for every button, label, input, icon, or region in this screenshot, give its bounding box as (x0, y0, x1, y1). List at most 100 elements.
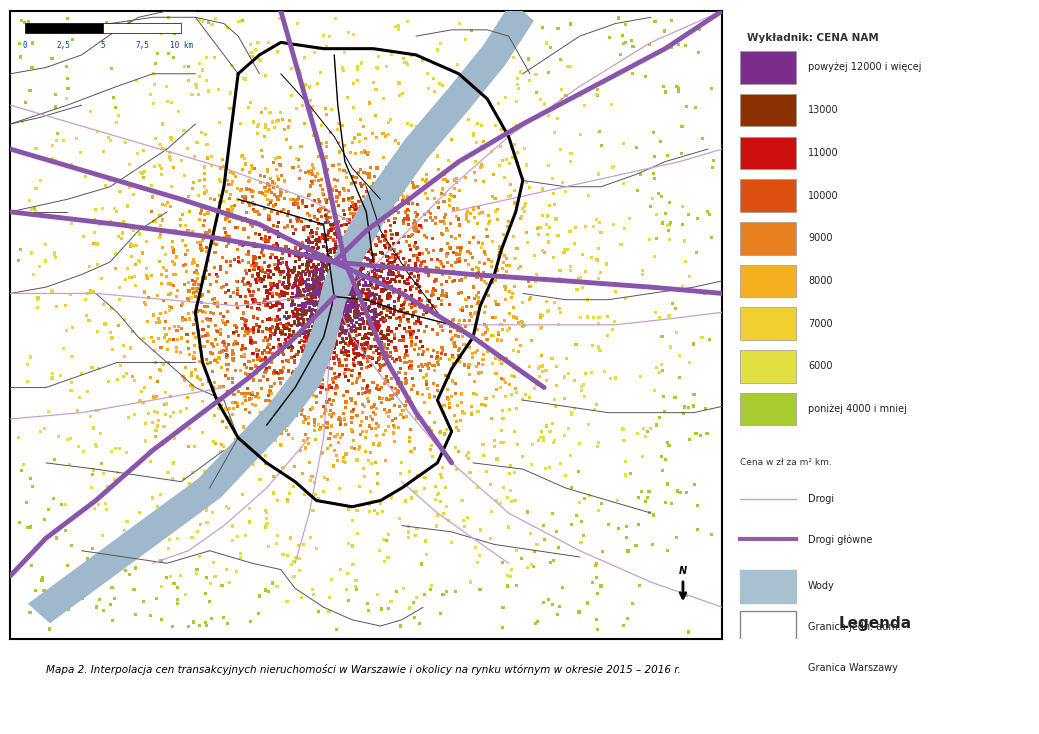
Point (353, 286, 370, 298)
Point (317, 284, 334, 296)
Point (327, 219, 344, 230)
Point (340, 310, 356, 321)
Point (246, 252, 263, 264)
Point (194, 330, 211, 342)
Point (293, 355, 310, 367)
Point (612, 48, 629, 60)
Point (316, 329, 332, 341)
Point (616, 435, 633, 446)
Point (501, 126, 517, 138)
Point (249, 361, 266, 373)
Point (357, 298, 374, 310)
Point (326, 347, 343, 359)
Point (221, 402, 238, 414)
Point (522, 392, 538, 404)
Point (372, 293, 389, 305)
Point (224, 353, 241, 365)
Point (269, 181, 286, 192)
Point (351, 368, 368, 379)
Point (351, 222, 368, 233)
Point (344, 298, 361, 310)
Point (330, 290, 347, 302)
Point (341, 195, 357, 206)
Point (192, 237, 209, 249)
Point (318, 290, 335, 302)
Point (438, 288, 455, 299)
Point (151, 160, 167, 172)
Point (239, 184, 256, 195)
Point (327, 290, 344, 302)
Point (348, 323, 365, 335)
Point (188, 314, 205, 326)
Point (503, 178, 520, 190)
Point (323, 292, 340, 304)
Point (185, 616, 202, 628)
Point (290, 319, 307, 331)
Point (328, 288, 345, 300)
Point (268, 366, 285, 378)
Point (259, 324, 275, 335)
Point (338, 218, 354, 230)
Point (401, 298, 418, 310)
Point (155, 143, 171, 155)
Point (237, 359, 254, 371)
Point (334, 298, 350, 310)
Point (334, 346, 350, 358)
Point (278, 313, 295, 324)
Point (191, 342, 208, 354)
Point (344, 405, 361, 417)
Point (336, 213, 352, 225)
Point (232, 552, 248, 564)
Point (364, 199, 380, 211)
Point (317, 259, 334, 271)
Point (264, 242, 281, 254)
Point (339, 256, 355, 268)
Point (325, 288, 342, 300)
Point (140, 407, 157, 419)
Point (384, 251, 401, 263)
Point (232, 435, 248, 446)
Point (605, 323, 621, 335)
Point (645, 168, 662, 180)
Point (346, 286, 363, 297)
Point (314, 310, 330, 322)
Point (225, 287, 242, 299)
Point (372, 545, 389, 556)
Point (318, 322, 335, 334)
Point (251, 437, 268, 448)
Point (323, 270, 340, 282)
Point (318, 353, 335, 365)
Point (278, 337, 295, 349)
Point (610, 12, 627, 24)
Point (391, 290, 407, 302)
Point (325, 234, 342, 246)
Point (301, 255, 318, 267)
Point (325, 291, 342, 303)
Point (273, 206, 290, 217)
Point (264, 176, 281, 188)
Point (194, 379, 211, 390)
Point (262, 313, 278, 325)
Point (544, 418, 561, 429)
Point (259, 506, 275, 518)
Text: 2,5: 2,5 (57, 40, 71, 49)
Point (277, 400, 294, 412)
Point (498, 355, 514, 366)
Point (218, 564, 235, 575)
Point (341, 364, 357, 376)
Point (341, 288, 357, 299)
Point (315, 272, 331, 283)
Point (236, 350, 252, 362)
Point (47, 252, 63, 264)
Point (294, 468, 311, 479)
Point (334, 306, 350, 318)
Point (429, 385, 446, 396)
Point (450, 59, 467, 70)
Point (448, 211, 464, 222)
Point (313, 306, 329, 318)
Point (326, 291, 343, 302)
Point (308, 273, 324, 285)
Point (337, 413, 353, 424)
Point (175, 370, 191, 382)
Point (269, 298, 286, 310)
